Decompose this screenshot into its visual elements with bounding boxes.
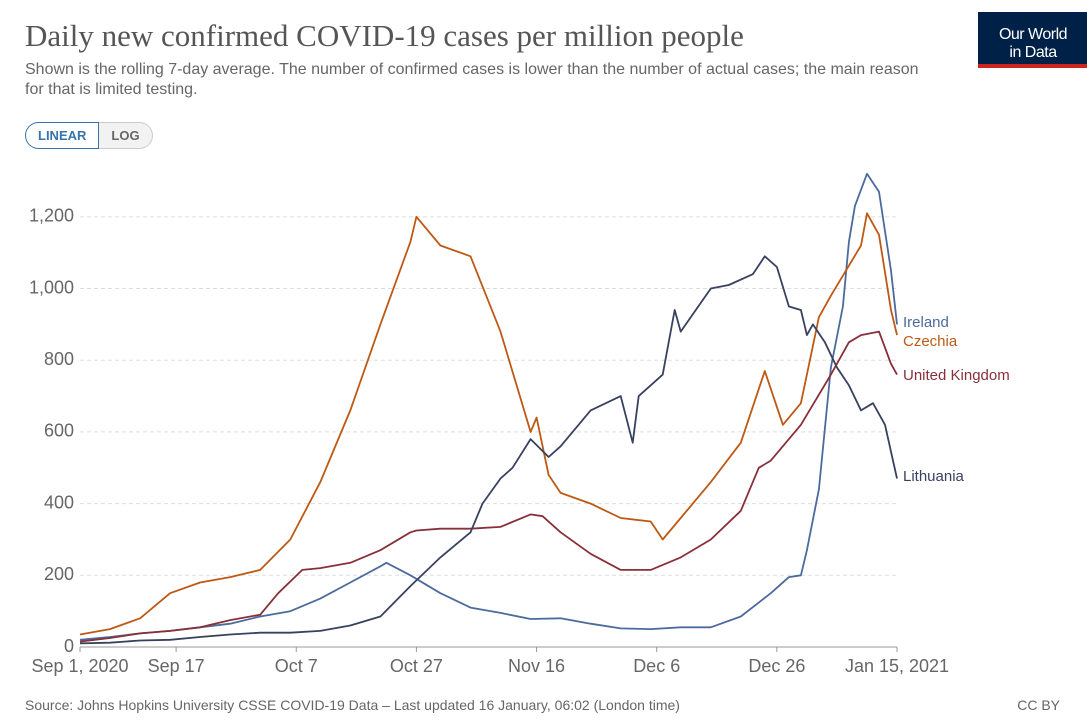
- series-line: [79, 330, 898, 643]
- x-tick-label: Jan 15, 2021: [845, 656, 949, 676]
- chart: 0 200 400 600 800 1,000 1,200 Sep 1, 2020 Sep 17…: [29, 172, 1010, 676]
- y-tick-label: 400: [44, 492, 74, 512]
- chart-title: Daily new confirmed COVID-19 cases per m…: [25, 18, 744, 53]
- series-label: Ireland: [903, 314, 949, 331]
- series-line: [79, 172, 898, 641]
- chart-subtitle: Shown is the rolling 7-day average. The …: [25, 61, 919, 98]
- log-button[interactable]: LOG: [99, 122, 153, 149]
- x-tick-label: Oct 7: [275, 656, 318, 676]
- x-tick-label: Sep 17: [148, 656, 205, 676]
- logo[interactable]: Our World in Data: [978, 12, 1087, 68]
- logo-line: Our World: [998, 26, 1068, 43]
- source: Source: Johns Hopkins University CSSE CO…: [25, 697, 680, 713]
- x-tick-label: Dec 6: [633, 656, 680, 676]
- series-label: Lithuania: [903, 468, 965, 485]
- x-tick-label: Oct 27: [390, 656, 443, 676]
- series-label: United Kingdom: [903, 367, 1010, 384]
- series-line: [79, 255, 898, 645]
- y-tick-label: 600: [44, 421, 74, 441]
- y-tick-label: 0: [64, 636, 74, 656]
- y-tick-label: 1,200: [29, 206, 74, 226]
- x-tick-label: Nov 16: [508, 656, 565, 676]
- scale-toggle: LINEAR LOG: [25, 122, 153, 149]
- x-tick-label: Sep 1, 2020: [31, 656, 128, 676]
- y-tick-label: 800: [44, 349, 74, 369]
- y-tick-label: 200: [44, 564, 74, 584]
- linear-button[interactable]: LINEAR: [25, 122, 100, 149]
- logo-line: in Data: [1009, 44, 1057, 61]
- license[interactable]: CC BY: [1017, 697, 1060, 713]
- series-line: [79, 212, 898, 636]
- y-tick-label: 1,000: [29, 277, 74, 297]
- series-label: Czechia: [903, 333, 958, 350]
- x-tick-label: Dec 26: [748, 656, 805, 676]
